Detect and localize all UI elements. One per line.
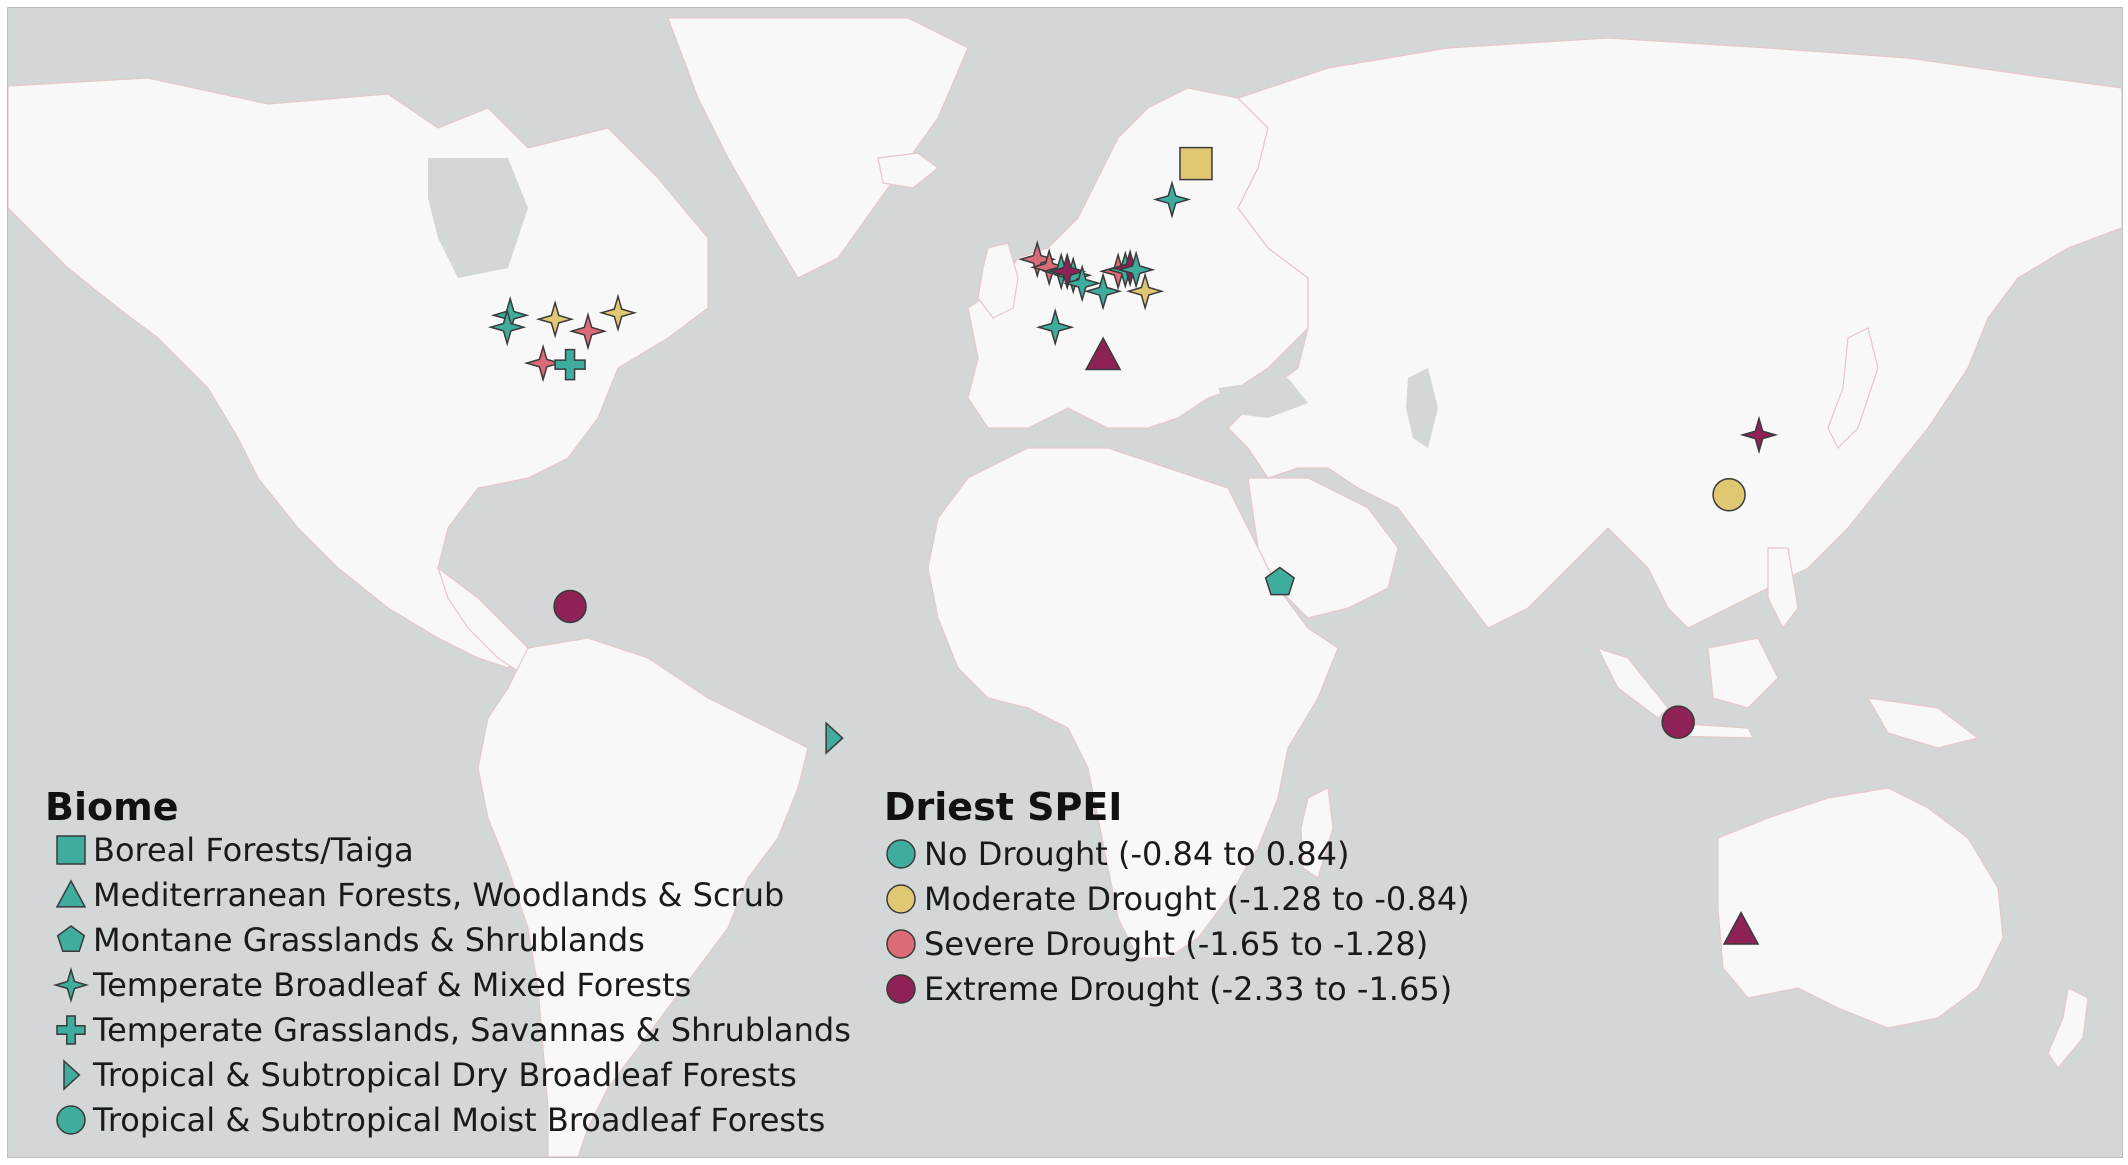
biome-legend-label: Boreal Forests/Taiga (93, 831, 414, 869)
landmass-australia (1717, 787, 2004, 1029)
biome-legend-symbol-star (52, 966, 90, 1004)
biome-legend-label: Tropical & Subtropical Dry Broadleaf For… (92, 1056, 797, 1094)
site-marker-star (598, 293, 638, 333)
biome-legend: Biome Boreal Forests/Taiga Mediterranean … (45, 785, 851, 1139)
landmass-iceland (877, 152, 939, 189)
site-marker-star (1116, 250, 1156, 289)
landmass-madagascar (1300, 787, 1334, 879)
site-marker-star (1125, 272, 1165, 311)
biome-legend-title: Biome (45, 785, 178, 829)
site-marker-star (523, 343, 563, 383)
spei-legend-swatch-moderate-drought (886, 884, 916, 914)
landmass-south-america (477, 637, 809, 1157)
site-marker-triangle (1084, 336, 1122, 371)
site-marker-star (535, 299, 575, 339)
site-marker-star (1152, 180, 1192, 219)
spei-legend-label: No Drought (-0.84 to 0.84) (924, 835, 1349, 873)
landmass-sumatra (1596, 646, 1669, 719)
landmass-asia (1227, 37, 2122, 629)
site-marker-half-triangle (825, 721, 844, 755)
biome-legend-symbol-circle (56, 1105, 86, 1135)
spei-legend-swatch-severe-drought (886, 929, 916, 959)
landmass-philippines (1767, 547, 1799, 630)
site-marker-star (568, 312, 608, 351)
spei-legend-title: Driest SPEI (884, 785, 1122, 829)
site-marker-star (1029, 248, 1069, 287)
site-marker-circle (1661, 705, 1695, 739)
biome-legend-label: Temperate Broadleaf & Mixed Forests (92, 966, 691, 1004)
site-marker-circle (1712, 477, 1746, 512)
landmass-north-america (8, 77, 709, 669)
biome-legend-label: Tropical & Subtropical Moist Broadleaf F… (92, 1101, 825, 1139)
landmass-new-zealand (2047, 987, 2089, 1070)
biome-legend-label: Temperate Grasslands, Savannas & Shrubla… (92, 1011, 851, 1049)
biome-legend-symbol-half-triangle (63, 1059, 81, 1091)
site-marker-star (1083, 272, 1123, 311)
site-marker-cross (554, 348, 586, 381)
site-marker-pentagon (1264, 566, 1295, 596)
biome-legend-symbol-square (56, 835, 86, 865)
landmass-greenland (667, 17, 969, 279)
biome-legend-symbol-pentagon (56, 925, 86, 953)
biome-legend-label: Montane Grasslands & Shrublands (93, 921, 645, 959)
caspian-sea (1406, 368, 1438, 448)
site-markers (487, 146, 1779, 945)
landmass-japan (1827, 327, 1879, 450)
site-marker-star (1035, 307, 1075, 347)
spei-legend-swatch-no-drought (886, 839, 916, 869)
biome-legend-symbol-triangle (55, 879, 87, 908)
landmass-new-guinea (1866, 697, 1980, 749)
site-marker-star (1018, 240, 1057, 279)
landmass-africa (927, 447, 1339, 959)
spei-legend-swatch-extreme-drought (886, 974, 916, 1004)
spei-legend: Driest SPEI No Drought (-0.84 to 0.84) Mo… (884, 785, 1470, 1008)
map-canvas: Biome Boreal Forests/Taiga Mediterranean … (8, 17, 2122, 1157)
landmass-borneo (1707, 637, 1779, 709)
site-marker-star (1739, 415, 1779, 455)
spei-legend-label: Severe Drought (-1.65 to -1.28) (924, 925, 1428, 963)
site-marker-square (1179, 146, 1213, 181)
spei-legend-label: Moderate Drought (-1.28 to -0.84) (924, 880, 1470, 918)
site-marker-star (487, 307, 527, 347)
biome-legend-symbol-cross (56, 1015, 86, 1045)
landmass-british-isles (977, 242, 1019, 319)
hudson-bay (428, 158, 528, 278)
world-map: Biome Boreal Forests/Taiga Mediterranean … (7, 7, 2123, 1158)
black-sea (1218, 378, 1308, 418)
spei-legend-label: Extreme Drought (-2.33 to -1.65) (924, 970, 1452, 1008)
site-marker-triangle (1722, 911, 1760, 945)
site-marker-star (1047, 252, 1087, 291)
biome-legend-label: Mediterranean Forests, Woodlands & Scrub (93, 876, 784, 914)
site-marker-star (1062, 264, 1102, 303)
site-marker-circle (553, 589, 587, 624)
